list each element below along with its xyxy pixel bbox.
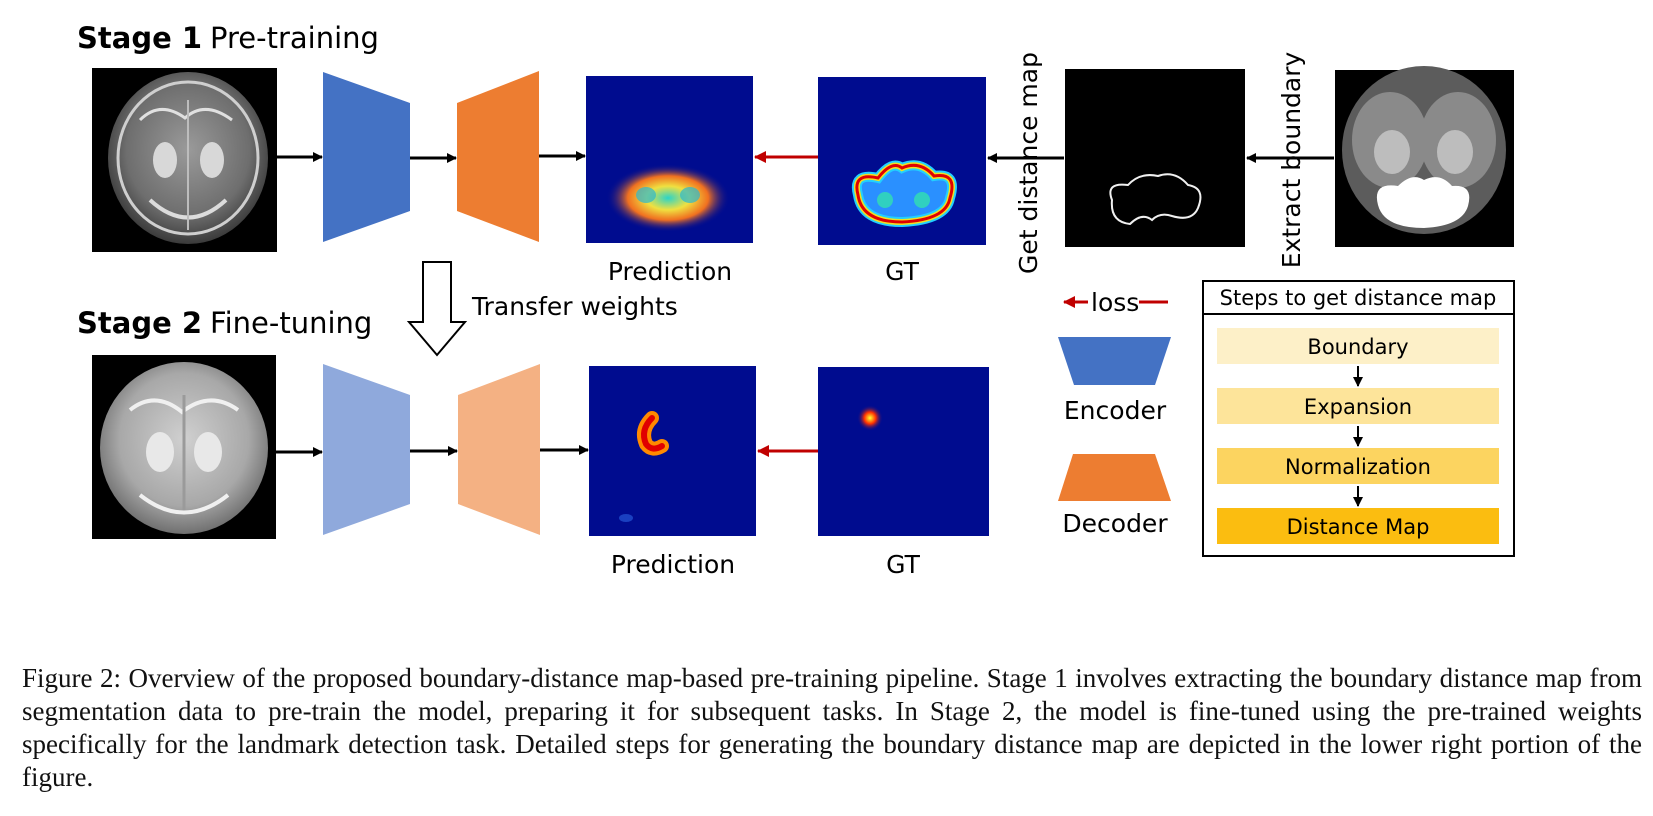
- stage1-gt-distance-map: [818, 77, 986, 245]
- step-boundary: Boundary: [1217, 328, 1499, 364]
- stage2-encoder: [323, 364, 410, 535]
- step-label: Boundary: [1307, 335, 1408, 359]
- stage1-decoder: [457, 71, 539, 242]
- get-distance-map-label: Get distance map: [1014, 52, 1043, 274]
- stage1-input-mri: [92, 68, 277, 252]
- boundary-image: [1065, 69, 1245, 247]
- legend-encoder-label: Encoder: [1064, 396, 1167, 425]
- transfer-weights-arrow: [406, 261, 468, 357]
- transfer-weights-label: Transfer weights: [471, 292, 678, 321]
- step-label: Expansion: [1304, 395, 1412, 419]
- stage2-input-mri: [92, 355, 276, 539]
- stage2-prediction-label: Prediction: [611, 550, 735, 579]
- stage1-prediction-label: Prediction: [608, 257, 732, 286]
- stage2-gt-label: GT: [886, 550, 920, 579]
- step-distance-map: Distance Map: [1217, 508, 1499, 544]
- stage2-prediction-heatmap: [589, 366, 756, 536]
- legend-decoder-label: Decoder: [1062, 509, 1168, 538]
- steps-box: Steps to get distance map Boundary Expans…: [1202, 280, 1515, 557]
- step-normalization: Normalization: [1217, 448, 1499, 484]
- step-label: Distance Map: [1287, 515, 1430, 539]
- step-label: Normalization: [1285, 455, 1431, 479]
- stage1-title: Stage 1 Pre-training: [77, 21, 379, 55]
- legend-loss: loss: [1063, 288, 1168, 317]
- stage2-decoder: [458, 364, 540, 535]
- stage2-gt-heatmap: [818, 367, 989, 536]
- svg-text:loss: loss: [1091, 288, 1139, 317]
- stage1-gt-label: GT: [885, 257, 919, 286]
- figure-caption: Figure 2: Overview of the proposed bound…: [22, 663, 1642, 792]
- steps-title: Steps to get distance map: [1220, 286, 1497, 310]
- steps-list: Boundary Expansion Normalization Distance M…: [1217, 328, 1499, 544]
- pipeline-diagram: Stage 1 Pre-training Stage 2 Fine-tuning P…: [77, 21, 1515, 579]
- stage1-prediction-heatmap: [586, 76, 753, 243]
- extract-boundary-label: Extract boundary: [1277, 51, 1306, 268]
- segmentation-image: [1335, 66, 1514, 247]
- stage2-title: Stage 2 Fine-tuning: [77, 306, 372, 340]
- legend-encoder-shape: [1058, 337, 1171, 385]
- step-expansion: Expansion: [1217, 388, 1499, 424]
- stage1-encoder: [323, 72, 410, 242]
- legend-decoder-shape: [1058, 454, 1171, 501]
